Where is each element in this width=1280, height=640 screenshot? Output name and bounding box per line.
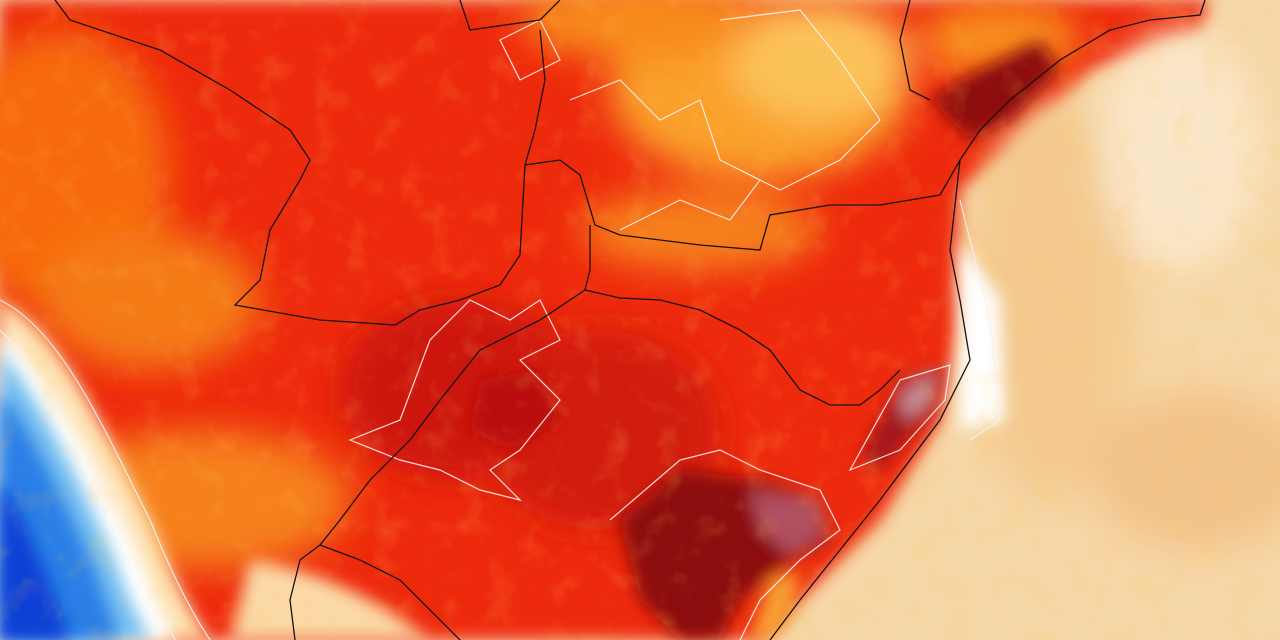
map-shape bbox=[719, 9, 881, 191]
map-shape bbox=[319, 544, 461, 640]
map-shape bbox=[848, 364, 951, 472]
isotherms bbox=[0, 9, 1001, 640]
map-shape bbox=[54, 0, 1206, 326]
map-shape bbox=[459, 0, 561, 31]
map-shape bbox=[769, 159, 971, 640]
map-shape bbox=[899, 0, 931, 101]
map-shape bbox=[524, 29, 546, 166]
map-shape bbox=[348, 299, 561, 502]
map-shape bbox=[584, 289, 901, 406]
map-shape bbox=[0, 299, 211, 640]
map-shape bbox=[569, 79, 761, 231]
map-shape bbox=[609, 449, 841, 640]
map-shape bbox=[499, 19, 561, 81]
map-shape bbox=[0, 329, 176, 640]
borders bbox=[54, 0, 1206, 640]
map-shape bbox=[959, 199, 1001, 441]
